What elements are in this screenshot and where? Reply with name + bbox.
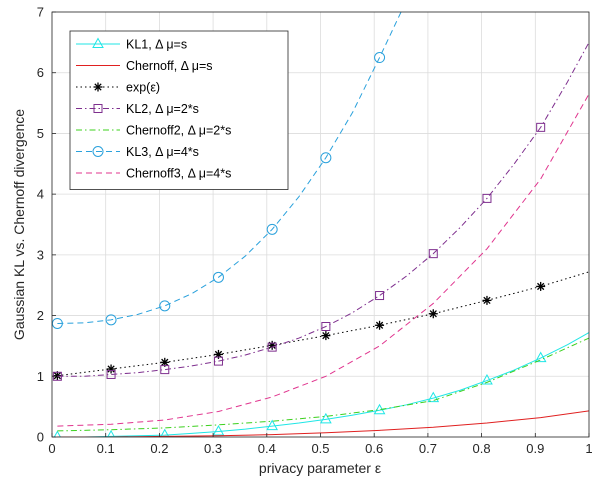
y-tick-label: 6 xyxy=(37,65,44,80)
data-point xyxy=(321,331,331,341)
star-stroke xyxy=(375,321,384,329)
data-point xyxy=(213,349,223,359)
data-point xyxy=(267,342,277,352)
y-tick-label: 1 xyxy=(37,369,44,384)
series-exp xyxy=(52,271,589,381)
series-line xyxy=(57,410,589,437)
series-line xyxy=(57,332,589,437)
y-tick-label: 3 xyxy=(37,247,44,262)
y-tick-label: 7 xyxy=(37,5,44,20)
data-point xyxy=(267,340,277,350)
data-point xyxy=(53,430,61,437)
series-chernoff3-4-s xyxy=(57,93,589,427)
star-stroke xyxy=(429,310,437,318)
legend-entry: exp(ε) xyxy=(76,81,160,95)
legend-marker xyxy=(92,37,104,48)
data-point xyxy=(321,322,331,331)
x-tick-label: 0.4 xyxy=(258,441,276,456)
data-point xyxy=(374,52,386,64)
legend-label: Chernoff3, Δ μ=4*s xyxy=(126,167,231,181)
x-tick-label: 0.5 xyxy=(311,441,329,456)
data-point xyxy=(266,223,278,235)
legend-label: KL3, Δ μ=4*s xyxy=(126,145,199,159)
y-axis-label: Gaussian KL vs. Chernoff divergence xyxy=(11,109,27,340)
star-stroke xyxy=(483,296,491,305)
x-tick-label: 0.3 xyxy=(204,441,222,456)
data-point xyxy=(320,412,332,424)
series-line xyxy=(57,271,589,377)
x-tick-label: 0.2 xyxy=(150,441,168,456)
legend-entry: KL2, Δ μ=2*s xyxy=(76,102,199,116)
data-point xyxy=(536,122,546,132)
y-tick-label: 2 xyxy=(37,308,44,323)
data-point xyxy=(107,429,116,437)
legend-entry: KL3, Δ μ=4*s xyxy=(76,145,199,159)
y-tick-label: 0 xyxy=(37,430,44,445)
data-point xyxy=(320,152,332,164)
data-point xyxy=(106,364,116,374)
legend-entry: Chernoff2, Δ μ=2*s xyxy=(76,124,231,138)
data-point xyxy=(212,425,225,436)
ticks: 0 0.1 0.2 0.3 0.4 0.5 0.6 0.7 0.8 0.9 1 0 1 2 3 4 5 6 7 xyxy=(37,5,593,457)
data-point xyxy=(106,369,116,379)
data-point xyxy=(534,351,547,363)
legend-label: Chernoff, Δ μ=s xyxy=(126,59,213,73)
star-stroke xyxy=(214,350,223,359)
y-tick-label: 4 xyxy=(37,187,44,202)
data-point xyxy=(105,314,117,326)
legend-label: exp(ε) xyxy=(126,81,160,95)
data-point xyxy=(212,271,224,283)
data-point xyxy=(160,428,170,437)
legend-label: Chernoff2, Δ μ=2*s xyxy=(126,124,231,138)
series-layer xyxy=(52,12,589,437)
legend-label: KL1, Δ μ=s xyxy=(126,38,187,52)
series-line xyxy=(57,42,589,377)
x-tick-label: 0.7 xyxy=(419,441,437,456)
data-point xyxy=(536,281,546,291)
star-stroke xyxy=(322,331,330,340)
data-point xyxy=(481,374,493,385)
star-stroke xyxy=(107,365,115,373)
legend-marker xyxy=(93,82,103,92)
data-point xyxy=(52,371,62,381)
x-tick-label: 0.9 xyxy=(526,441,544,456)
data-point xyxy=(482,193,492,203)
legend-marker xyxy=(92,146,104,157)
data-point xyxy=(375,291,385,301)
data-point xyxy=(160,365,170,375)
legend-label: KL2, Δ μ=2*s xyxy=(126,102,199,116)
x-axis-label: privacy parameter ε xyxy=(259,460,381,476)
legend-entry: Chernoff3, Δ μ=4*s xyxy=(76,167,231,181)
data-point xyxy=(159,300,171,312)
series-chernoff-s xyxy=(57,410,589,437)
star-stroke xyxy=(94,83,102,91)
data-point xyxy=(266,419,279,431)
x-tick-label: 0 xyxy=(48,441,55,456)
x-tick-label: 0.8 xyxy=(473,441,491,456)
data-point xyxy=(427,391,440,403)
legend: KL1, Δ μ=s Chernoff, Δ μ=s exp(ε) KL2, Δ μ=… xyxy=(69,30,289,190)
legend-marker xyxy=(93,104,103,113)
legend-box xyxy=(69,30,289,190)
data-point xyxy=(428,309,438,319)
data-point xyxy=(375,320,385,330)
data-point xyxy=(482,295,492,305)
x-tick-label: 0.1 xyxy=(97,441,115,456)
data-point xyxy=(428,249,438,259)
star-stroke xyxy=(537,282,545,291)
legend-entry: KL1, Δ μ=s xyxy=(76,37,187,52)
x-tick-label: 1 xyxy=(585,441,592,456)
y-tick-label: 5 xyxy=(37,126,44,141)
star-stroke xyxy=(161,358,169,366)
series-kl2-2-s xyxy=(52,42,589,381)
legend-entry: Chernoff, Δ μ=s xyxy=(76,59,213,73)
x-tick-label: 0.6 xyxy=(365,441,383,456)
star-stroke xyxy=(53,372,62,380)
series-line xyxy=(57,93,589,427)
data-point xyxy=(213,356,223,366)
